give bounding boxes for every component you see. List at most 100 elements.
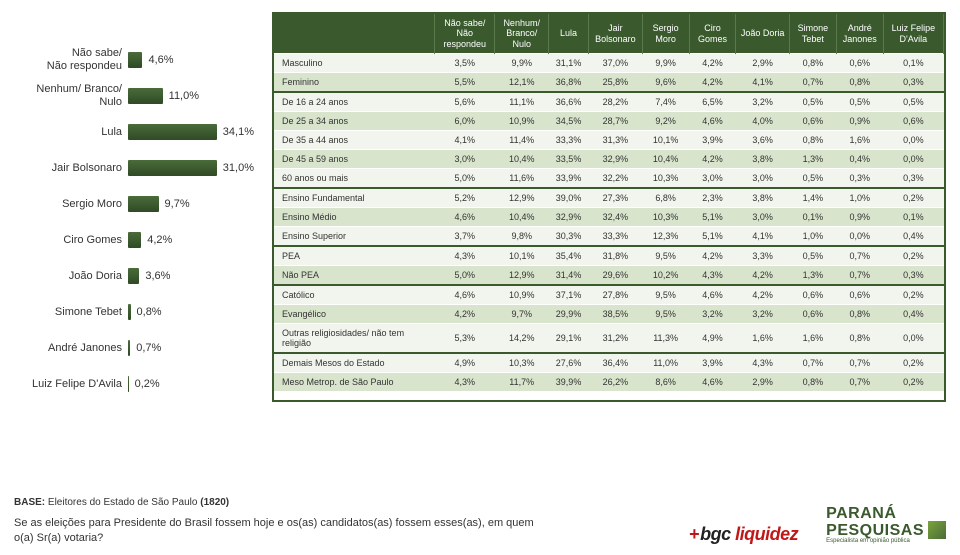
cell: 11,0% bbox=[642, 353, 689, 373]
cell: 12,1% bbox=[495, 73, 549, 93]
bar-label: Ciro Gomes bbox=[14, 234, 128, 247]
table-row: Ensino Fundamental5,2%12,9%39,0%27,3%6,8… bbox=[274, 188, 944, 208]
table-row: Outras religiosidades/ não tem religião5… bbox=[274, 324, 944, 354]
cell: 0,9% bbox=[836, 112, 883, 131]
cell: 3,8% bbox=[736, 150, 790, 169]
bar-track: 4,6% bbox=[128, 52, 254, 68]
cell: 0,4% bbox=[883, 227, 943, 247]
crosstab-table: Não sabe/ Não respondeuNenhum/ Branco/ N… bbox=[274, 14, 944, 391]
cell: 2,9% bbox=[736, 373, 790, 392]
cell: 36,8% bbox=[548, 73, 588, 93]
base-prefix: BASE: bbox=[14, 497, 45, 508]
bar-value: 9,7% bbox=[165, 198, 190, 210]
bar-track: 0,8% bbox=[128, 304, 254, 320]
cell: 35,4% bbox=[548, 246, 588, 266]
cell: 3,0% bbox=[689, 169, 736, 189]
bar-row: Luiz Felipe D'Avila0,2% bbox=[14, 366, 254, 402]
table-row: De 16 a 24 anos5,6%11,1%36,6%28,2%7,4%6,… bbox=[274, 92, 944, 112]
cell: 0,7% bbox=[836, 353, 883, 373]
cell: 5,1% bbox=[689, 208, 736, 227]
cell: 10,3% bbox=[642, 169, 689, 189]
col-header: Simone Tebet bbox=[789, 14, 836, 54]
cell: 0,2% bbox=[883, 373, 943, 392]
row-label: Masculino bbox=[274, 54, 435, 73]
cell: 29,9% bbox=[548, 305, 588, 324]
bar-row: Nenhum/ Branco/Nulo11,0% bbox=[14, 78, 254, 114]
bar-value: 31,0% bbox=[223, 162, 254, 174]
cell: 9,7% bbox=[495, 305, 549, 324]
cell: 10,2% bbox=[642, 266, 689, 286]
row-label: Ensino Superior bbox=[274, 227, 435, 247]
cell: 31,2% bbox=[589, 324, 643, 354]
bar-value: 0,8% bbox=[137, 306, 162, 318]
col-header: Nenhum/ Branco/ Nulo bbox=[495, 14, 549, 54]
bar-fill bbox=[128, 52, 142, 68]
bar-fill bbox=[128, 304, 131, 320]
cell: 10,4% bbox=[495, 150, 549, 169]
bar-row: André Janones 0,7% bbox=[14, 330, 254, 366]
bar-row: Jair Bolsonaro31,0% bbox=[14, 150, 254, 186]
bar-label: Sergio Moro bbox=[14, 198, 128, 211]
bar-label: Luiz Felipe D'Avila bbox=[14, 378, 128, 391]
row-label: De 16 a 24 anos bbox=[274, 92, 435, 112]
bar-track: 31,0% bbox=[128, 160, 254, 176]
bar-row: Lula34,1% bbox=[14, 114, 254, 150]
cell: 34,5% bbox=[548, 112, 588, 131]
cell: 4,9% bbox=[435, 353, 495, 373]
col-header: Luiz Felipe D'Avila bbox=[883, 14, 943, 54]
cell: 0,0% bbox=[883, 324, 943, 354]
bar-fill bbox=[128, 124, 217, 140]
cell: 3,6% bbox=[736, 131, 790, 150]
logos: +bgc liquidez PARANÁ PESQUISAS Especiali… bbox=[689, 506, 946, 545]
row-label: Não PEA bbox=[274, 266, 435, 286]
bar-label: André Janones bbox=[14, 342, 128, 355]
cell: 6,8% bbox=[642, 188, 689, 208]
bar-row: Ciro Gomes 4,2% bbox=[14, 222, 254, 258]
logo-bgc-text: bgc bbox=[700, 524, 731, 544]
base-n: (1820) bbox=[200, 497, 229, 508]
cell: 10,1% bbox=[495, 246, 549, 266]
bar-fill bbox=[128, 160, 217, 176]
cell: 0,6% bbox=[883, 112, 943, 131]
row-label: De 45 a 59 anos bbox=[274, 150, 435, 169]
cell: 0,8% bbox=[789, 54, 836, 73]
cell: 12,3% bbox=[642, 227, 689, 247]
cell: 0,1% bbox=[789, 208, 836, 227]
cell: 5,1% bbox=[689, 227, 736, 247]
bar-track: 9,7% bbox=[128, 196, 254, 212]
cell: 4,0% bbox=[736, 112, 790, 131]
table-row: De 25 a 34 anos6,0%10,9%34,5%28,7%9,2%4,… bbox=[274, 112, 944, 131]
cell: 33,3% bbox=[548, 131, 588, 150]
bar-track: 0,2% bbox=[128, 376, 254, 392]
cell: 0,5% bbox=[789, 92, 836, 112]
cell: 33,9% bbox=[548, 169, 588, 189]
crosstab-table-wrap: Não sabe/ Não respondeuNenhum/ Branco/ N… bbox=[272, 12, 946, 402]
cell: 4,6% bbox=[435, 208, 495, 227]
cell: 8,6% bbox=[642, 373, 689, 392]
bar-row: Não sabe/Não respondeu4,6% bbox=[14, 42, 254, 78]
bar-chart: Não sabe/Não respondeu4,6%Nenhum/ Branco… bbox=[14, 12, 254, 402]
cell: 25,8% bbox=[589, 73, 643, 93]
bar-value: 0,7% bbox=[136, 342, 161, 354]
col-header-blank bbox=[274, 14, 435, 54]
cell: 0,5% bbox=[789, 246, 836, 266]
row-label: Ensino Fundamental bbox=[274, 188, 435, 208]
cell: 0,0% bbox=[883, 131, 943, 150]
cell: 0,8% bbox=[836, 324, 883, 354]
cell: 4,2% bbox=[736, 266, 790, 286]
cell: 9,5% bbox=[642, 285, 689, 305]
cell: 0,8% bbox=[836, 305, 883, 324]
cell: 3,0% bbox=[736, 208, 790, 227]
bar-fill bbox=[128, 340, 130, 356]
cell: 0,6% bbox=[789, 112, 836, 131]
cell: 3,9% bbox=[689, 131, 736, 150]
cell: 28,2% bbox=[589, 92, 643, 112]
row-label: De 35 a 44 anos bbox=[274, 131, 435, 150]
col-header: Não sabe/ Não respondeu bbox=[435, 14, 495, 54]
bar-fill bbox=[128, 196, 159, 212]
cell: 0,1% bbox=[883, 54, 943, 73]
bar-value: 4,2% bbox=[147, 234, 172, 246]
cell: 0,6% bbox=[789, 305, 836, 324]
cell: 32,2% bbox=[589, 169, 643, 189]
content-row: Não sabe/Não respondeu4,6%Nenhum/ Branco… bbox=[14, 12, 946, 402]
